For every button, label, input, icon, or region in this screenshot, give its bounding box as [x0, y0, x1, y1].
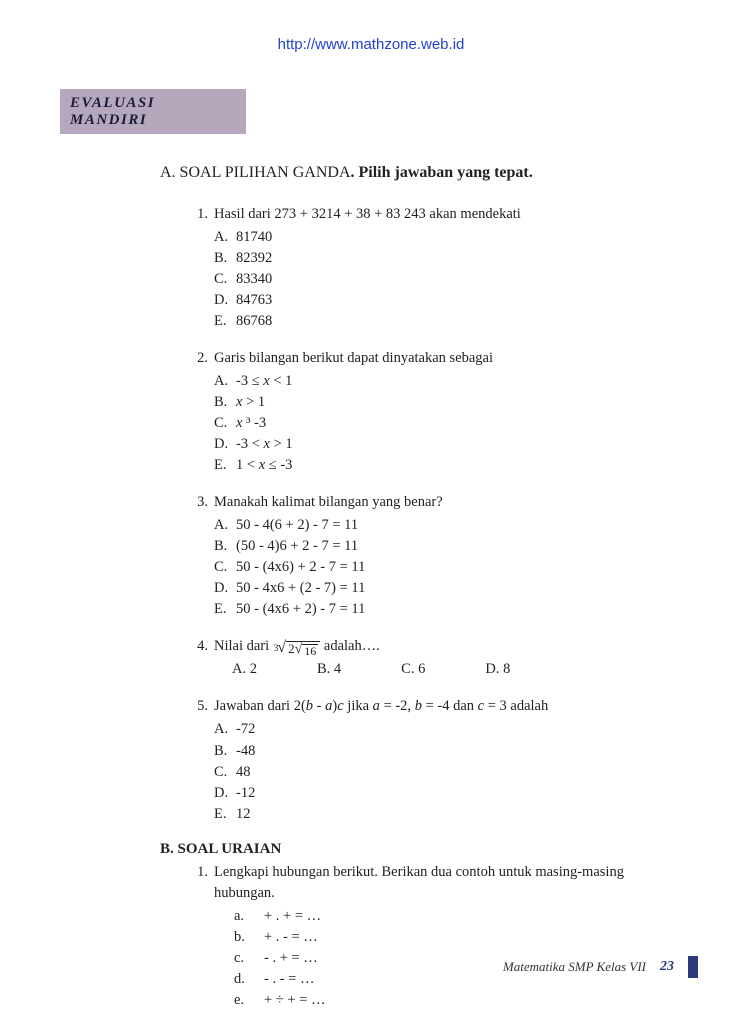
question-5: 5. Jawaban dari 2(b - a)c jika a = -2, b…	[190, 696, 682, 824]
opt-list: A.50 - 4(6 + 2) - 7 = 11 B.(50 - 4)6 + 2…	[214, 515, 682, 620]
section-b-title: B. SOAL URAIAN	[160, 841, 682, 858]
opt-text: 81740	[236, 227, 272, 248]
q-text: Nilai dari 3 √ 2√16 adalah….	[214, 636, 682, 657]
opt-text: -48	[236, 741, 255, 762]
opt: B. 4	[317, 659, 341, 680]
opt-list: A.81740 B.82392 C.83340 D.84763 E.86768	[214, 227, 682, 332]
opt-label: C.	[214, 413, 236, 434]
banner-title: EVALUASI MANDIRI	[60, 89, 246, 134]
q-text: Jawaban dari 2(b - a)c jika a = -2, b = …	[214, 696, 682, 717]
opt-label: A.	[214, 371, 236, 392]
opt-text: -12	[236, 783, 255, 804]
opt-label: B.	[214, 536, 236, 557]
opt-text: 86768	[236, 311, 272, 332]
opt-text: 12	[236, 804, 251, 825]
opt-text: 84763	[236, 290, 272, 311]
sub-label: d.	[234, 969, 250, 990]
footer-text: Matematika SMP Kelas VII	[503, 959, 646, 975]
section-a-title: A. SOAL PILIHAN GANDA. Pilih jawaban yan…	[160, 164, 682, 182]
section-a-bold: . Pilih jawaban yang tepat.	[351, 164, 533, 181]
opt-label: C.	[214, 762, 236, 783]
opt: A. 2	[232, 659, 257, 680]
opt-list-horizontal: A. 2 B. 4 C. 6 D. 8	[214, 659, 682, 680]
sub-text: + . + = …	[264, 906, 321, 927]
opt-text: 83340	[236, 269, 272, 290]
question-list: 1. Hasil dari 273 + 3214 + 38 + 83 243 a…	[190, 204, 682, 825]
q-text: Manakah kalimat bilangan yang benar?	[214, 492, 682, 513]
opt-label: D.	[214, 783, 236, 804]
opt-label: A.	[214, 227, 236, 248]
q-text: Hasil dari 273 + 3214 + 38 + 83 243 akan…	[214, 204, 682, 225]
opt-text: 82392	[236, 248, 272, 269]
q-num: 1.	[190, 204, 214, 332]
sub-label: b.	[234, 927, 250, 948]
opt-label: D.	[214, 290, 236, 311]
opt-label: B.	[214, 741, 236, 762]
opt: C. 6	[401, 659, 425, 680]
question-1: 1. Hasil dari 273 + 3214 + 38 + 83 243 a…	[190, 204, 682, 332]
opt-label: D.	[214, 578, 236, 599]
opt-text: (50 - 4)6 + 2 - 7 = 11	[236, 536, 358, 557]
question-2: 2. Garis bilangan berikut dapat dinyatak…	[190, 348, 682, 476]
q-num: 4.	[190, 636, 214, 680]
opt-label: A.	[214, 719, 236, 740]
sub-text: + ÷ + = …	[264, 990, 326, 1011]
q-num: 3.	[190, 492, 214, 620]
opt-label: E.	[214, 599, 236, 620]
sub-text: + . - = …	[264, 927, 318, 948]
sub-text: - . + = …	[264, 948, 318, 969]
opt-text: 1 < x ≤ -3	[236, 455, 292, 476]
sub-text: - . - = …	[264, 969, 314, 990]
opt-label: E.	[214, 311, 236, 332]
q-num: 5.	[190, 696, 214, 824]
opt-label: E.	[214, 804, 236, 825]
opt-label: C.	[214, 269, 236, 290]
opt-label: A.	[214, 515, 236, 536]
opt-text: -3 ≤ x < 1	[236, 371, 292, 392]
section-a-prefix: A. SOAL PILIHAN GANDA	[160, 164, 351, 181]
opt-text: -3 < x > 1	[236, 434, 293, 455]
opt-label: C.	[214, 557, 236, 578]
footer-accent-bar	[688, 956, 698, 978]
sub-label: e.	[234, 990, 250, 1011]
opt-text: 50 - (4x6 + 2) - 7 = 11	[236, 599, 365, 620]
opt-list: A.-3 ≤ x < 1 B.x > 1 C.x ³ -3 D.-3 < x >…	[214, 371, 682, 476]
opt-text: x ³ -3	[236, 413, 266, 434]
q-text: Garis bilangan berikut dapat dinyatakan …	[214, 348, 682, 369]
question-b1: 1. Lengkapi hubungan berikut. Berikan du…	[190, 862, 682, 1011]
opt: D. 8	[485, 659, 510, 680]
sub-label: a.	[234, 906, 250, 927]
radical-expr: 3 √ 2√16	[273, 636, 320, 657]
opt-text: 50 - (4x6) + 2 - 7 = 11	[236, 557, 365, 578]
opt-label: E.	[214, 455, 236, 476]
opt-label: B.	[214, 392, 236, 413]
opt-text: x > 1	[236, 392, 265, 413]
question-4: 4. Nilai dari 3 √ 2√16	[190, 636, 682, 680]
q-text: Lengkapi hubungan berikut. Berikan dua c…	[214, 862, 682, 904]
footer-page-number: 23	[660, 959, 674, 975]
q-num: 1.	[190, 862, 214, 1011]
opt-text: 50 - 4x6 + (2 - 7) = 11	[236, 578, 365, 599]
opt-text: -72	[236, 719, 255, 740]
sub-label: c.	[234, 948, 250, 969]
page-footer: Matematika SMP Kelas VII 23	[503, 956, 698, 978]
q-num: 2.	[190, 348, 214, 476]
opt-text: 50 - 4(6 + 2) - 7 = 11	[236, 515, 358, 536]
header-url[interactable]: http://www.mathzone.web.id	[60, 36, 682, 53]
section-b-list: 1. Lengkapi hubungan berikut. Berikan du…	[190, 862, 682, 1011]
opt-text: 48	[236, 762, 251, 783]
opt-label: D.	[214, 434, 236, 455]
opt-list: A.-72 B.-48 C.48 D.-12 E.12	[214, 719, 682, 824]
question-3: 3. Manakah kalimat bilangan yang benar? …	[190, 492, 682, 620]
opt-label: B.	[214, 248, 236, 269]
